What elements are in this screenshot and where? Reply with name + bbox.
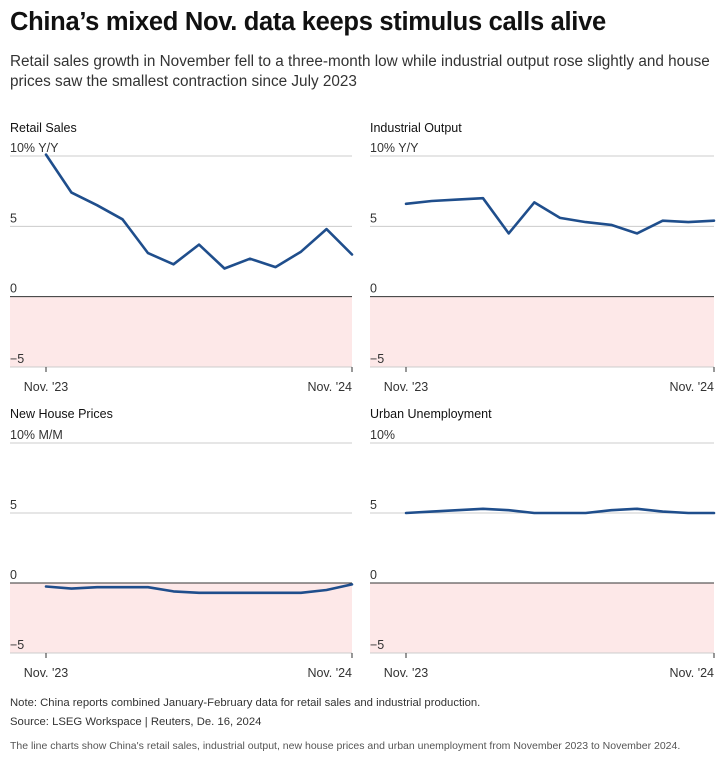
series-line xyxy=(404,507,716,515)
panel-title: Retail Sales xyxy=(10,121,77,135)
y-tick-label: 5 xyxy=(10,211,17,225)
x-tick-label: Nov. '23 xyxy=(384,380,429,394)
y-tick-label: 5 xyxy=(370,211,377,225)
y-tick-label: −5 xyxy=(10,638,24,652)
series-line xyxy=(44,153,354,270)
panel-title: Urban Unemployment xyxy=(370,407,492,421)
x-tick-label: Nov. '24 xyxy=(669,380,714,394)
panel-title: Industrial Output xyxy=(370,121,462,135)
negative-band xyxy=(10,296,352,367)
chart-title: China’s mixed Nov. data keeps stimulus c… xyxy=(10,8,606,36)
x-tick-label: Nov. '24 xyxy=(307,380,352,394)
chart-subtitle: Retail sales growth in November fell to … xyxy=(10,53,710,90)
negative-band xyxy=(10,583,352,653)
x-tick-label: Nov. '23 xyxy=(24,380,69,394)
panel-title: New House Prices xyxy=(10,407,113,421)
y-tick-label: 10% Y/Y xyxy=(370,141,419,155)
y-tick-label: 5 xyxy=(10,498,17,512)
y-tick-label: 0 xyxy=(10,568,17,582)
negative-band xyxy=(370,296,714,367)
footnote: Note: China reports combined January-Feb… xyxy=(10,697,481,709)
x-tick-label: Nov. '24 xyxy=(307,666,352,680)
y-tick-label: −5 xyxy=(10,352,24,366)
series-line xyxy=(404,196,716,235)
y-tick-label: 10% xyxy=(370,428,395,442)
y-tick-label: −5 xyxy=(370,638,384,652)
y-tick-label: 0 xyxy=(10,282,17,296)
source-line: Source: LSEG Workspace | Reuters, De. 16… xyxy=(10,716,262,728)
x-tick-label: Nov. '23 xyxy=(384,666,429,680)
y-tick-label: −5 xyxy=(370,352,384,366)
y-tick-label: 10% Y/Y xyxy=(10,141,59,155)
chart-description: The line charts show China's retail sale… xyxy=(10,740,681,752)
y-tick-label: 10% M/M xyxy=(10,428,63,442)
negative-band xyxy=(370,583,714,653)
y-tick-label: 5 xyxy=(370,498,377,512)
y-tick-label: 0 xyxy=(370,568,377,582)
y-tick-label: 0 xyxy=(370,282,377,296)
x-tick-label: Nov. '23 xyxy=(24,666,69,680)
series-line xyxy=(44,583,354,595)
x-tick-label: Nov. '24 xyxy=(669,666,714,680)
